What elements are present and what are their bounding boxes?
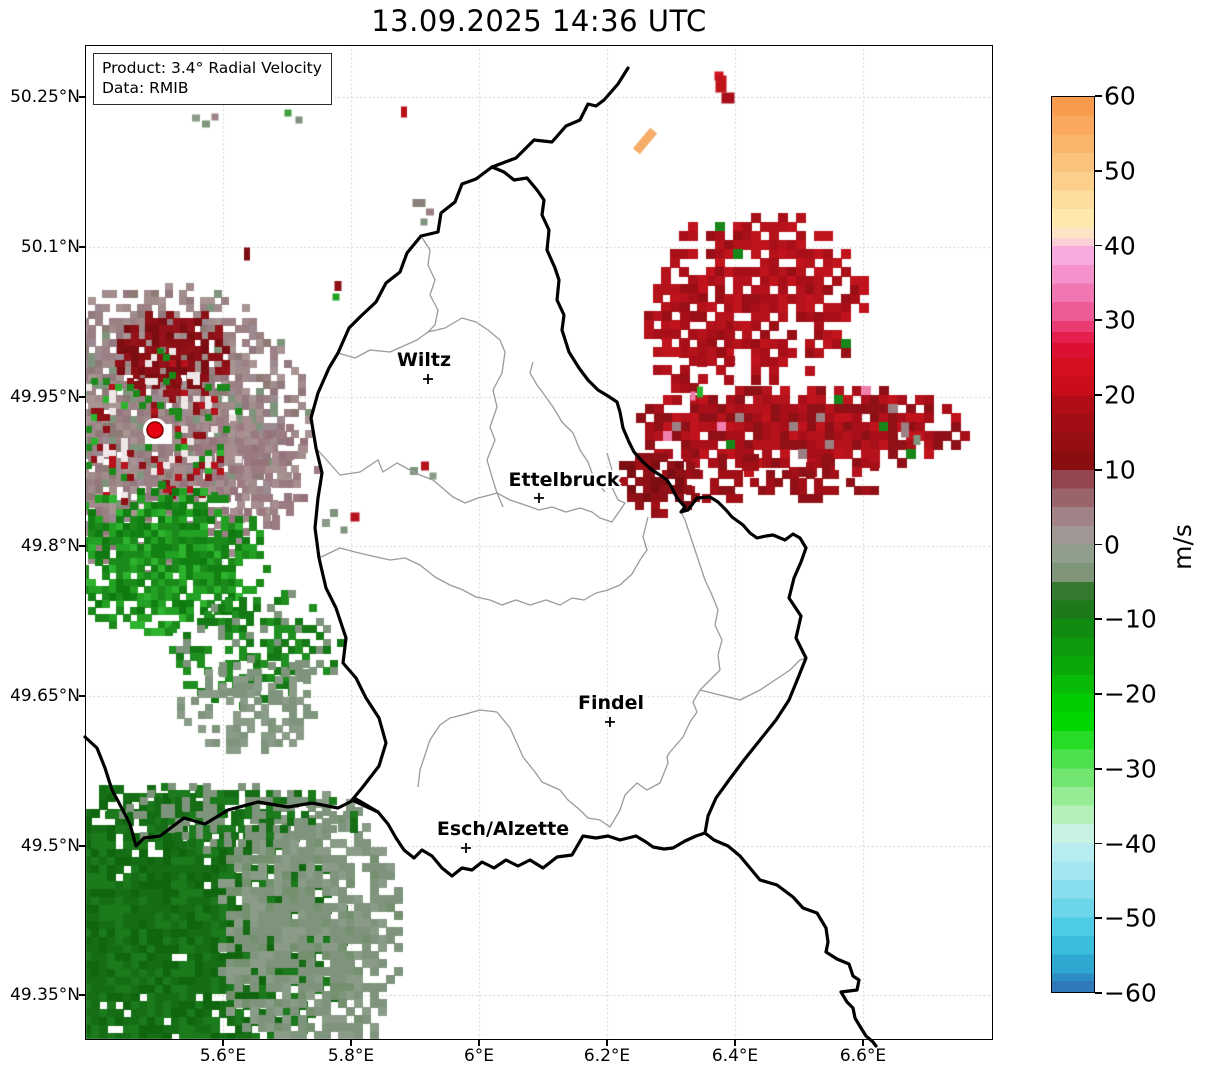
radar-site-marker <box>146 421 164 439</box>
x-tick-mark <box>478 1040 480 1046</box>
canton-border-line <box>315 447 498 504</box>
y-tick-mark <box>79 845 85 847</box>
city-plus-marker <box>605 717 615 727</box>
canton-borders <box>315 235 807 828</box>
colorbar-tick-mark <box>1095 693 1102 695</box>
colorbar-tick-mark <box>1095 244 1102 247</box>
city-plus-marker <box>423 374 433 384</box>
data-source-label: Data: RMIB <box>102 79 189 98</box>
colorbar-unit-label: m/s <box>1167 524 1197 570</box>
country-border-line <box>309 165 494 814</box>
country-borders <box>83 66 878 1048</box>
canton-border-line <box>606 452 626 504</box>
y-tick-label: 49.8°N <box>20 536 80 556</box>
y-tick-mark <box>79 396 85 398</box>
colorbar-gradient <box>1052 97 1094 992</box>
canton-border-line <box>420 235 439 333</box>
colorbar-tick-label: −40 <box>1104 829 1157 858</box>
x-tick-mark <box>734 1040 736 1046</box>
colorbar-tick-mark <box>1095 917 1102 920</box>
country-border-line <box>83 735 380 848</box>
colorbar-tick-mark <box>1095 468 1102 471</box>
colorbar-tick-mark <box>1095 618 1102 621</box>
y-tick-label: 49.35°N <box>10 985 80 1005</box>
city-label: Wiltz <box>396 349 452 371</box>
y-tick-mark <box>79 695 85 697</box>
y-tick-label: 50.25°N <box>10 87 80 107</box>
canton-border-line <box>496 492 626 523</box>
city-markers <box>423 374 615 853</box>
country-border-line <box>703 831 878 1048</box>
colorbar-tick-mark <box>1095 394 1102 396</box>
colorbar-tick-mark <box>1095 543 1102 546</box>
country-border-line <box>490 66 630 169</box>
x-tick-mark <box>350 1040 352 1046</box>
product-label: Product: 3.4° Radial Velocity <box>102 59 322 77</box>
colorbar-tick-label: 20 <box>1104 380 1136 410</box>
radar-site-dot <box>143 418 167 442</box>
colorbar-tick-mark <box>1095 992 1102 994</box>
product-info-box: Product: 3.4° Radial Velocity Data: RMIB <box>93 53 332 105</box>
x-tick-label: 6°E <box>463 1046 495 1066</box>
colorbar <box>1051 96 1095 993</box>
x-tick-label: 5.6°E <box>199 1046 247 1066</box>
country-border-line <box>490 165 808 835</box>
canton-border-line <box>318 516 649 606</box>
colorbar-tick-mark <box>1095 767 1102 770</box>
city-label: Ettelbruck <box>508 469 620 491</box>
x-tick-mark <box>606 1040 608 1046</box>
canton-border-line <box>699 657 807 701</box>
canton-border-line <box>496 689 701 828</box>
canton-border-line <box>529 361 606 493</box>
city-plus-marker <box>461 843 471 853</box>
y-tick-mark <box>79 994 85 996</box>
city-label: Esch/Alzette <box>436 818 570 840</box>
y-tick-mark <box>79 545 85 547</box>
colorbar-tick-label: 50 <box>1104 156 1136 186</box>
colorbar-tick-label: 0 <box>1104 530 1120 559</box>
colorbar-tick-mark <box>1095 319 1102 322</box>
x-tick-label: 6.6°E <box>839 1046 887 1066</box>
country-border-line <box>376 810 707 878</box>
colorbar-tick-mark <box>1095 95 1102 97</box>
y-tick-label: 49.95°N <box>10 387 80 407</box>
x-tick-label: 5.8°E <box>327 1046 375 1066</box>
colorbar-tick-label: 30 <box>1104 305 1136 335</box>
canton-border-line <box>680 511 723 691</box>
y-tick-mark <box>79 246 85 248</box>
colorbar-tick-label: 60 <box>1104 81 1136 111</box>
canton-border-line <box>417 709 498 788</box>
colorbar-tick-label: −10 <box>1104 604 1157 634</box>
y-tick-mark <box>79 96 85 98</box>
y-tick-label: 49.65°N <box>10 686 80 706</box>
x-tick-mark <box>222 1040 224 1046</box>
x-tick-mark <box>862 1040 864 1046</box>
canton-border-line <box>486 339 506 508</box>
colorbar-tick-label: 40 <box>1104 231 1136 260</box>
city-plus-marker <box>534 493 544 503</box>
colorbar-tick-label: −60 <box>1104 978 1157 1008</box>
colorbar-tick-mark <box>1095 169 1102 172</box>
city-label: Findel <box>577 692 645 714</box>
colorbar-tick-label: 10 <box>1104 455 1136 485</box>
x-tick-label: 6.2°E <box>583 1046 631 1066</box>
colorbar-tick-label: −50 <box>1104 903 1157 933</box>
colorbar-tick-label: −20 <box>1104 679 1157 709</box>
y-tick-label: 50.1°N <box>20 237 80 257</box>
colorbar-tick-label: −30 <box>1104 754 1157 784</box>
x-tick-label: 6.4°E <box>711 1046 759 1066</box>
colorbar-tick-mark <box>1095 842 1102 845</box>
y-tick-label: 49.5°N <box>20 836 80 856</box>
